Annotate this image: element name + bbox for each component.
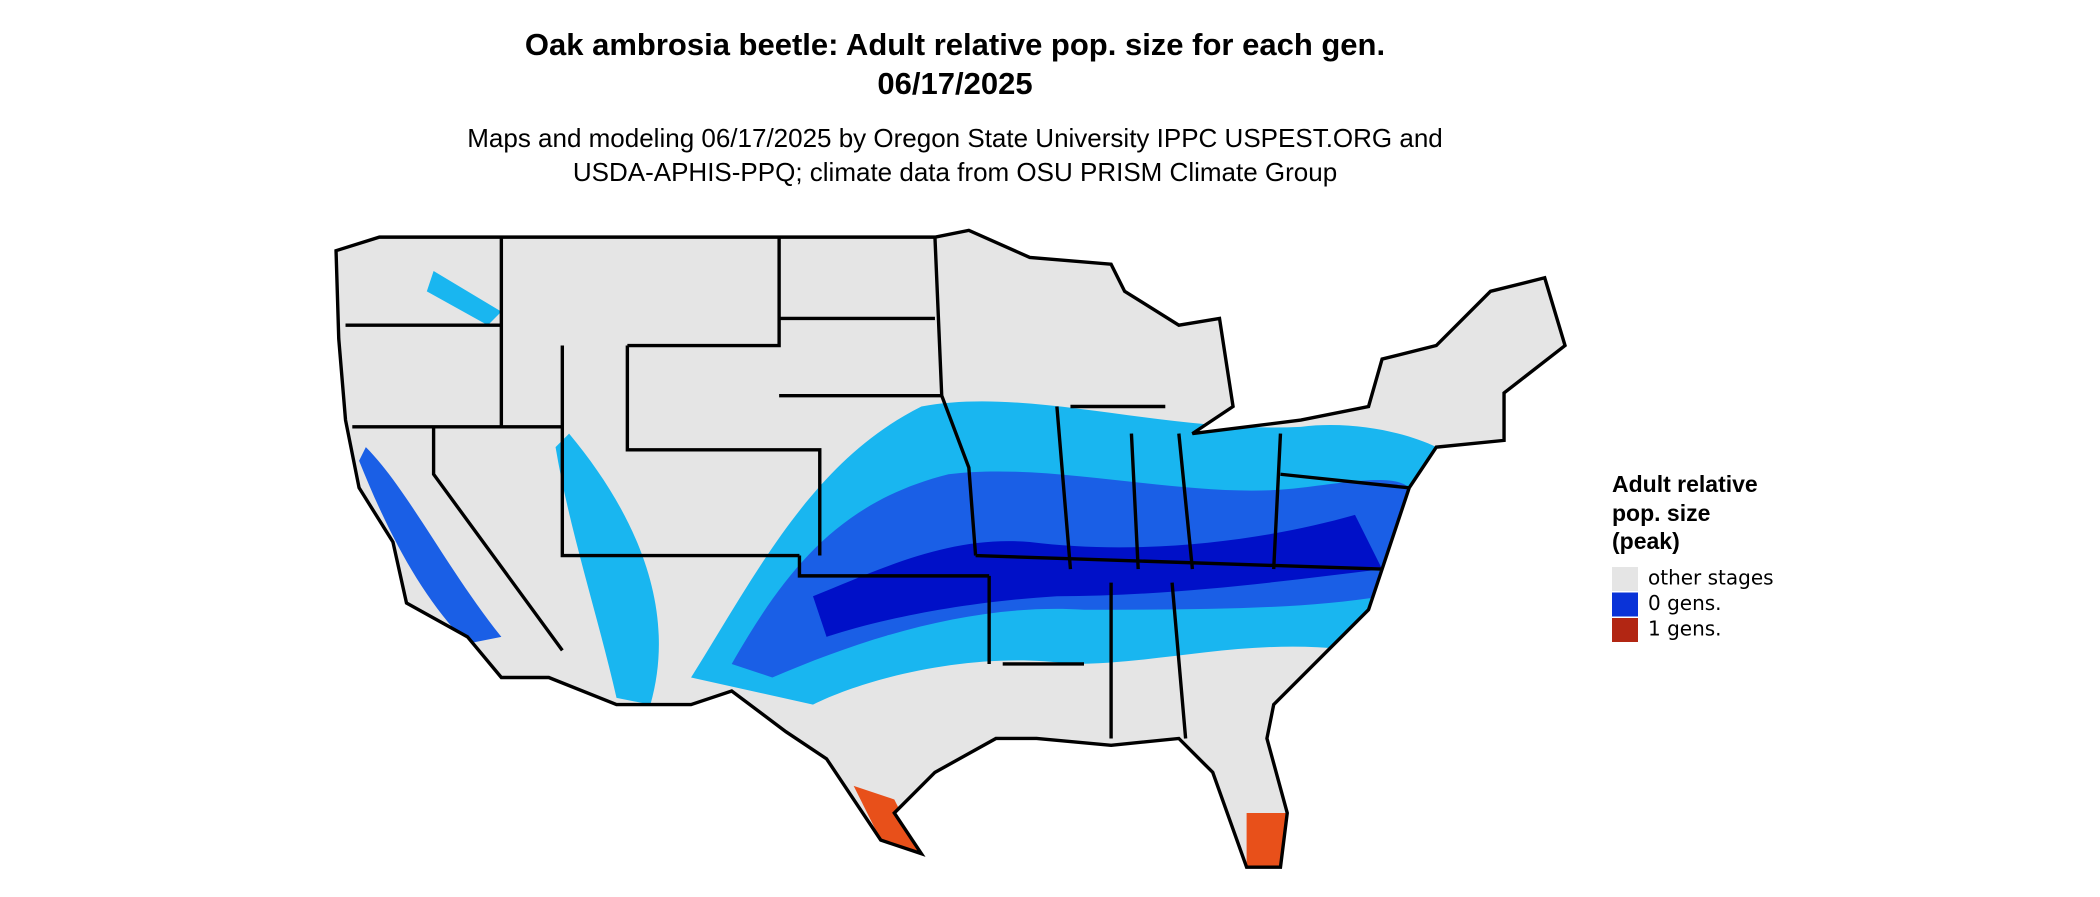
- state-borders: [334, 228, 1567, 869]
- texas-red-zone: [853, 785, 922, 854]
- west-light-zone: [555, 433, 659, 705]
- legend-swatch: [1612, 567, 1638, 591]
- legend-swatch: [1612, 592, 1638, 617]
- legend-label: 1 gens.: [1648, 617, 1722, 641]
- legend-title: pop. size: [1612, 500, 1710, 526]
- us-map: [334, 228, 1567, 869]
- range-overlay: [359, 271, 1437, 868]
- legend-title: Adult relative: [1612, 471, 1758, 497]
- subtitle-line: USDA-APHIS-PPQ; climate data from OSU PR…: [573, 157, 1337, 187]
- subtitle-line: Maps and modeling 06/17/2025 by Oregon S…: [467, 123, 1443, 153]
- legend: Adult relative pop. size (peak) other st…: [1612, 471, 1774, 642]
- legend-title: (peak): [1612, 528, 1680, 554]
- legend-label: 0 gens.: [1648, 591, 1722, 615]
- dark-blue-zone: [813, 514, 1383, 637]
- nw-light-zone: [426, 271, 502, 326]
- title-line: Oak ambrosia beetle: Adult relative pop.…: [525, 27, 1385, 62]
- legend-swatch: [1612, 618, 1638, 642]
- west-blue-zone: [359, 447, 502, 644]
- title-line: 06/17/2025: [877, 66, 1032, 101]
- florida-red-zone: [1246, 813, 1288, 868]
- legend-label: other stages: [1648, 566, 1774, 590]
